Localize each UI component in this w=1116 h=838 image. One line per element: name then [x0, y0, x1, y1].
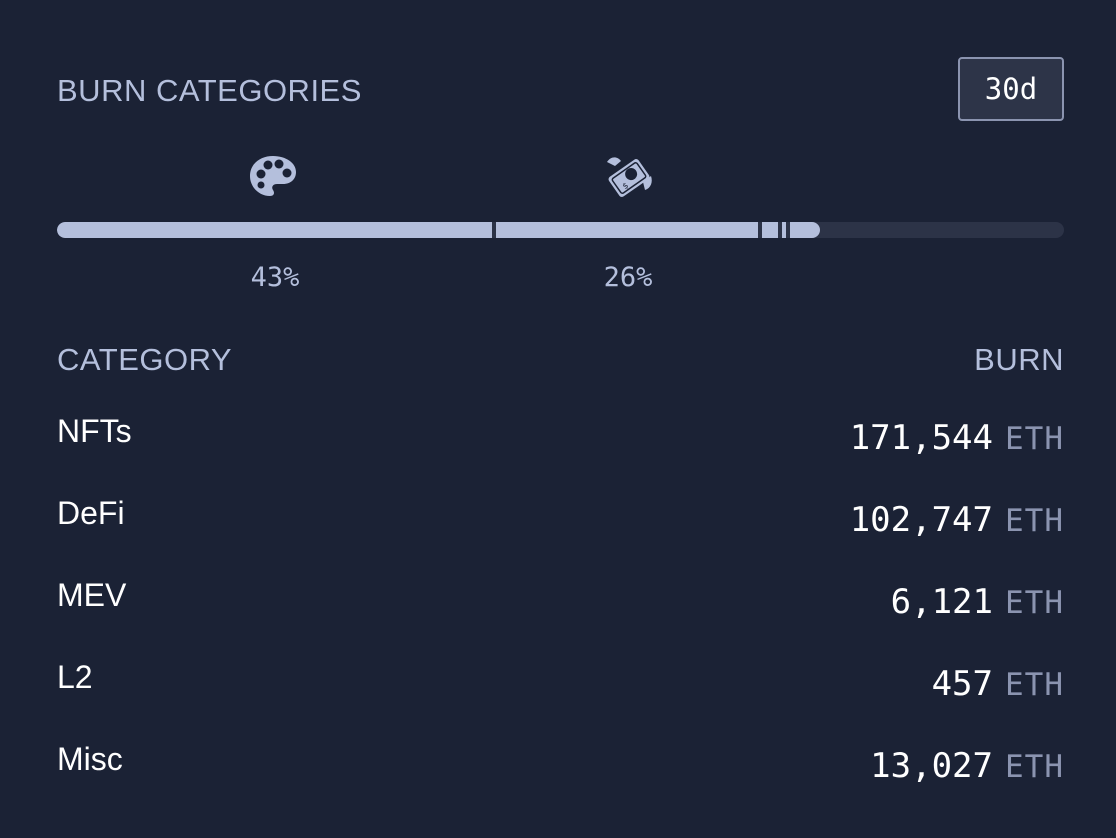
- burn-unit: ETH: [1005, 503, 1064, 539]
- bar-segment-mev: [762, 222, 778, 238]
- category-name: MEV: [57, 577, 127, 613]
- table-row: Misc 13,027 ETH: [57, 738, 1064, 820]
- burn-unit: ETH: [1005, 667, 1064, 703]
- category-name: DeFi: [57, 495, 125, 531]
- pct-label-defi: 26%: [603, 262, 653, 293]
- bar-segment-nfts: [57, 222, 492, 238]
- burn-unit: ETH: [1005, 585, 1064, 621]
- burn-amount: 171,544: [849, 418, 993, 458]
- table-row: L2 457 ETH: [57, 656, 1064, 738]
- burn-value: 102,747 ETH: [850, 500, 1064, 540]
- palette-icon: [250, 156, 296, 196]
- bar-segment-misc: [790, 222, 820, 238]
- column-header-burn: BURN: [974, 342, 1064, 377]
- column-header-category: CATEGORY: [57, 342, 233, 377]
- flying-money-icon: $: [607, 157, 652, 197]
- bar-segment-defi: [496, 222, 758, 238]
- category-icons-row: $: [57, 152, 1064, 202]
- pct-label-nfts: 43%: [250, 262, 300, 293]
- percentage-labels: 43% 26%: [57, 262, 1064, 302]
- category-list: NFTs 171,544 ETH DeFi 102,747 ETH MEV 6,…: [57, 410, 1064, 820]
- svg-text:$: $: [621, 181, 630, 191]
- burn-value: 171,544 ETH: [850, 418, 1064, 458]
- bar-segment-l2: [782, 222, 786, 238]
- table-row: DeFi 102,747 ETH: [57, 492, 1064, 574]
- burn-unit: ETH: [1005, 749, 1064, 785]
- burn-amount: 102,747: [849, 500, 993, 540]
- time-range-button[interactable]: 30d: [958, 57, 1064, 121]
- burn-unit: ETH: [1005, 421, 1064, 457]
- burn-value: 6,121 ETH: [891, 582, 1064, 622]
- card-header: BURN CATEGORIES 30d: [57, 57, 1064, 123]
- category-name: NFTs: [57, 413, 132, 449]
- table-row: NFTs 171,544 ETH: [57, 410, 1064, 492]
- category-name: Misc: [57, 741, 123, 777]
- table-header: CATEGORY BURN: [57, 342, 1064, 382]
- table-row: MEV 6,121 ETH: [57, 574, 1064, 656]
- category-name: L2: [57, 659, 93, 695]
- burn-amount: 13,027: [870, 746, 993, 786]
- card-title: BURN CATEGORIES: [57, 73, 362, 108]
- burn-amount: 6,121: [890, 582, 993, 622]
- category-share-bar: [57, 222, 1064, 238]
- burn-amount: 457: [931, 664, 993, 704]
- burn-value: 13,027 ETH: [870, 746, 1064, 786]
- burn-value: 457 ETH: [932, 664, 1064, 704]
